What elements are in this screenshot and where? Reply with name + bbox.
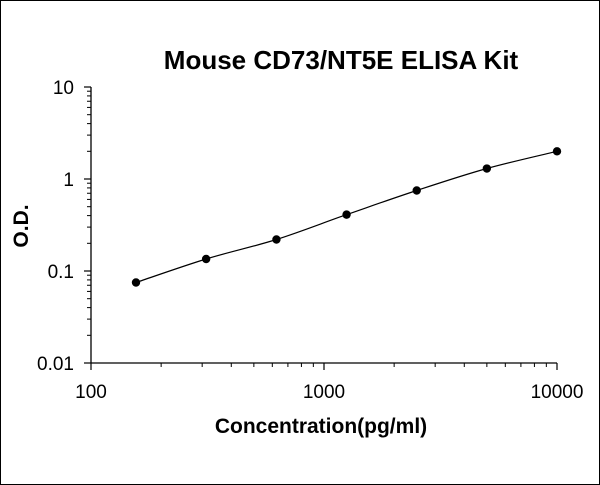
data-point xyxy=(131,278,141,287)
x-axis-label: Concentration(pg/ml) xyxy=(215,415,427,438)
data-point xyxy=(482,164,492,173)
data-point xyxy=(412,186,421,195)
y-tick-label: 10 xyxy=(53,78,74,99)
data-point xyxy=(342,210,351,219)
chart-title: Mouse CD73/NT5E ELISA Kit xyxy=(164,45,519,75)
y-tick-label: 0.1 xyxy=(48,262,74,283)
y-tick-label: 1 xyxy=(63,170,74,191)
x-tick-label: 100 xyxy=(75,382,107,403)
y-axis-label: O.D. xyxy=(10,204,33,247)
data-point xyxy=(201,254,211,264)
y-ticks: 0.01 0.1 1 10 xyxy=(37,78,91,375)
axes xyxy=(90,87,557,364)
x-tick-label: 10000 xyxy=(531,382,584,403)
x-tick-label: 1000 xyxy=(303,382,345,403)
x-ticks: 100 1000 10000 xyxy=(75,363,583,403)
data-point xyxy=(552,147,562,156)
y-tick-label: 0.01 xyxy=(37,354,74,375)
series-group xyxy=(131,147,562,287)
data-point xyxy=(272,235,281,244)
